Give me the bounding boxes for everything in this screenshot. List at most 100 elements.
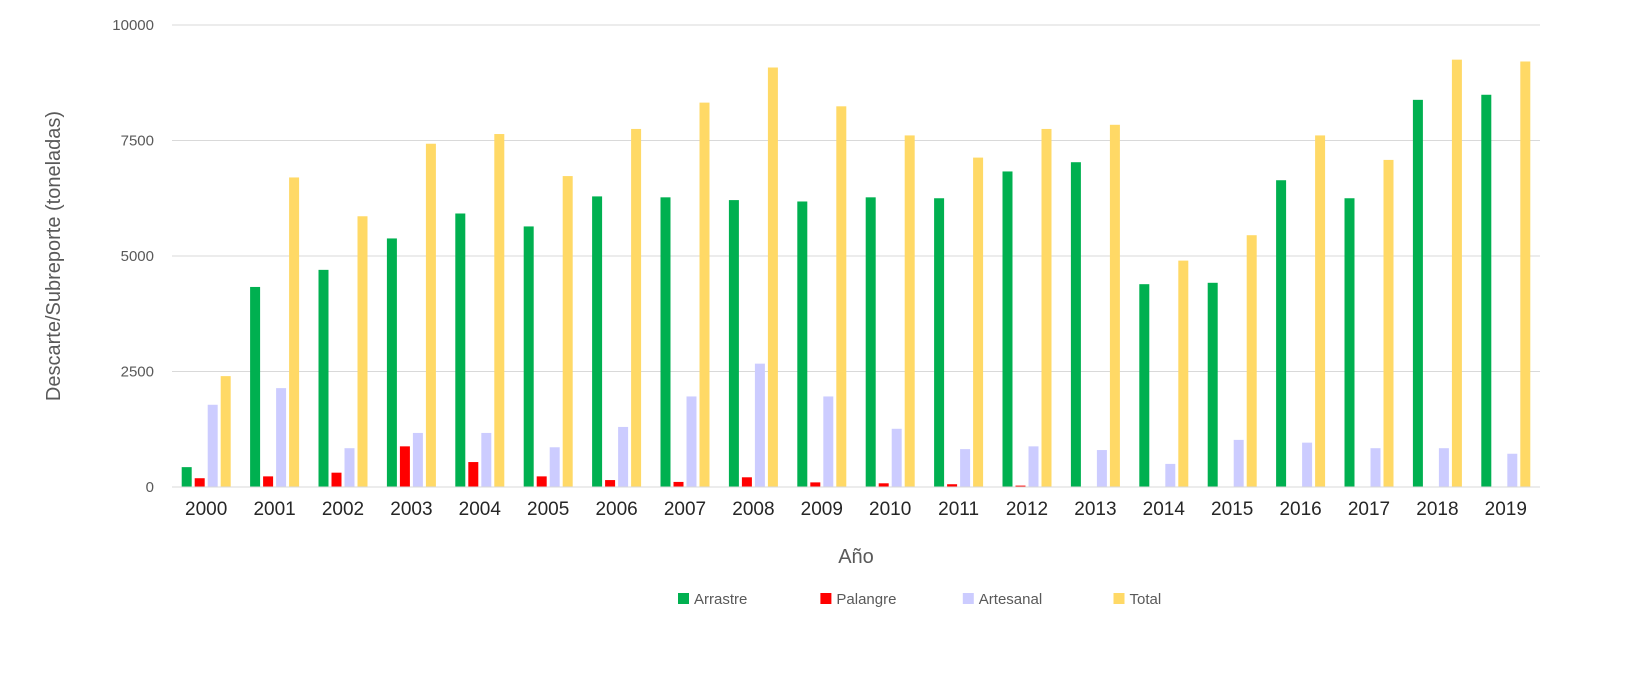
x-tick-label: 2018 (1416, 499, 1458, 520)
legend: Arrastre Palangre Artesanal Total (678, 591, 1161, 608)
bar-artesanal-2014 (1165, 463, 1176, 487)
bar-arrastre-2006 (592, 196, 603, 488)
bar-palangre-2004 (468, 462, 479, 487)
bar-arrastre-2009 (797, 201, 808, 487)
bar-arrastre-2013 (1070, 162, 1081, 488)
legend-label-palangre: Palangre (836, 591, 896, 608)
x-axis-label: Año (838, 546, 874, 568)
bar-total-2012 (1041, 128, 1052, 487)
bar-total-2015 (1246, 235, 1257, 487)
bar-arrastre-2014 (1139, 284, 1150, 487)
legend-swatch-palangre (820, 593, 832, 604)
bar-artesanal-2019 (1507, 453, 1518, 487)
bar-total-2002 (357, 216, 368, 487)
x-tick-label: 2011 (938, 499, 979, 520)
bar-total-2013 (1109, 124, 1120, 488)
bar-palangre-2005 (536, 476, 547, 487)
bar-total-2001 (289, 177, 300, 487)
y-tick-labels: 0 2500 5000 7500 10000 (112, 17, 154, 496)
bar-arrastre-2000 (181, 467, 192, 487)
legend-label-artesanal: Artesanal (979, 591, 1042, 608)
bar-artesanal-2004 (481, 432, 492, 487)
bar-artesanal-2013 (1096, 450, 1107, 487)
bar-total-2000 (220, 376, 231, 487)
bar-palangre-2009 (810, 482, 821, 487)
bar-palangre-2007 (673, 481, 684, 487)
legend-swatch-arrastre (678, 593, 689, 604)
bar-artesanal-2012 (1028, 446, 1039, 487)
bar-arrastre-2005 (523, 226, 534, 487)
bar-artesanal-2017 (1370, 448, 1381, 487)
y-tick-label: 2500 (121, 364, 154, 381)
y-tick-label: 7500 (121, 133, 154, 150)
x-tick-label: 2005 (527, 499, 569, 520)
bar-arrastre-2016 (1276, 180, 1287, 487)
x-tick-label: 2004 (459, 499, 502, 520)
bar-arrastre-2007 (660, 197, 671, 488)
bar-total-2010 (904, 135, 915, 487)
bar-artesanal-2018 (1438, 448, 1449, 487)
x-tick-label: 2008 (732, 499, 774, 520)
bar-artesanal-2002 (344, 448, 355, 487)
x-tick-labels: 2000 2001 2002 2003 2004 2005 2006 2007 2008 2009… (185, 499, 1527, 520)
bar-artesanal-2008 (754, 363, 765, 487)
bar-total-2003 (425, 143, 436, 487)
x-tick-label: 2010 (869, 499, 911, 520)
bar-total-2007 (699, 102, 710, 487)
x-tick-label: 2014 (1143, 499, 1186, 520)
bar-total-2011 (973, 157, 984, 487)
bar-arrastre-2011 (934, 198, 945, 487)
bars (181, 59, 1531, 488)
bar-arrastre-2017 (1344, 198, 1355, 487)
bar-artesanal-2005 (549, 447, 560, 487)
bar-artesanal-2007 (686, 396, 697, 487)
bar-artesanal-2001 (276, 388, 287, 487)
x-tick-label: 2013 (1074, 499, 1116, 520)
bar-arrastre-2003 (386, 238, 397, 487)
x-tick-label: 2002 (322, 499, 364, 520)
x-tick-label: 2006 (595, 499, 637, 520)
bar-palangre-2011 (947, 484, 958, 487)
legend-swatch-artesanal (962, 593, 974, 604)
bar-palangre-2006 (605, 480, 616, 487)
bar-total-2006 (631, 128, 642, 487)
legend-label-arrastre: Arrastre (694, 591, 747, 608)
bar-palangre-2000 (194, 478, 205, 487)
bar-total-2018 (1451, 59, 1462, 488)
bar-total-2019 (1520, 61, 1531, 488)
bar-palangre-2010 (878, 483, 889, 487)
x-tick-label: 2000 (185, 499, 227, 520)
bar-arrastre-2019 (1481, 94, 1492, 488)
x-tick-label: 2003 (390, 499, 432, 520)
bar-palangre-2003 (399, 446, 410, 487)
bar-palangre-2002 (331, 472, 342, 487)
bar-arrastre-2018 (1412, 99, 1423, 488)
x-tick-label: 2015 (1211, 499, 1253, 520)
y-axis-label: Descarte/Subreporte (toneladas) (43, 111, 65, 401)
bar-total-2016 (1315, 135, 1326, 487)
gridlines (172, 24, 1540, 372)
y-tick-label: 10000 (112, 17, 154, 34)
bar-total-2017 (1383, 159, 1394, 488)
bar-arrastre-2015 (1207, 282, 1218, 487)
bar-total-2005 (562, 176, 573, 487)
bar-artesanal-2010 (891, 428, 902, 487)
bar-artesanal-2003 (412, 432, 423, 487)
bar-arrastre-2002 (318, 269, 329, 487)
bar-arrastre-2008 (728, 200, 739, 487)
bar-artesanal-2006 (618, 426, 629, 487)
x-tick-label: 2007 (664, 499, 706, 520)
bar-total-2004 (494, 134, 505, 488)
legend-swatch-total (1113, 593, 1125, 604)
legend-label-total: Total (1130, 591, 1162, 608)
bar-palangre-2001 (263, 476, 274, 487)
x-tick-label: 2012 (1006, 499, 1048, 520)
bar-arrastre-2012 (1002, 171, 1013, 488)
bar-total-2008 (767, 67, 778, 487)
y-tick-label: 5000 (121, 248, 154, 265)
bar-artesanal-2009 (823, 396, 834, 487)
bar-total-2014 (1178, 260, 1189, 487)
y-tick-label: 0 (146, 479, 154, 496)
x-tick-label: 2019 (1485, 499, 1527, 520)
bar-arrastre-2010 (865, 197, 876, 488)
